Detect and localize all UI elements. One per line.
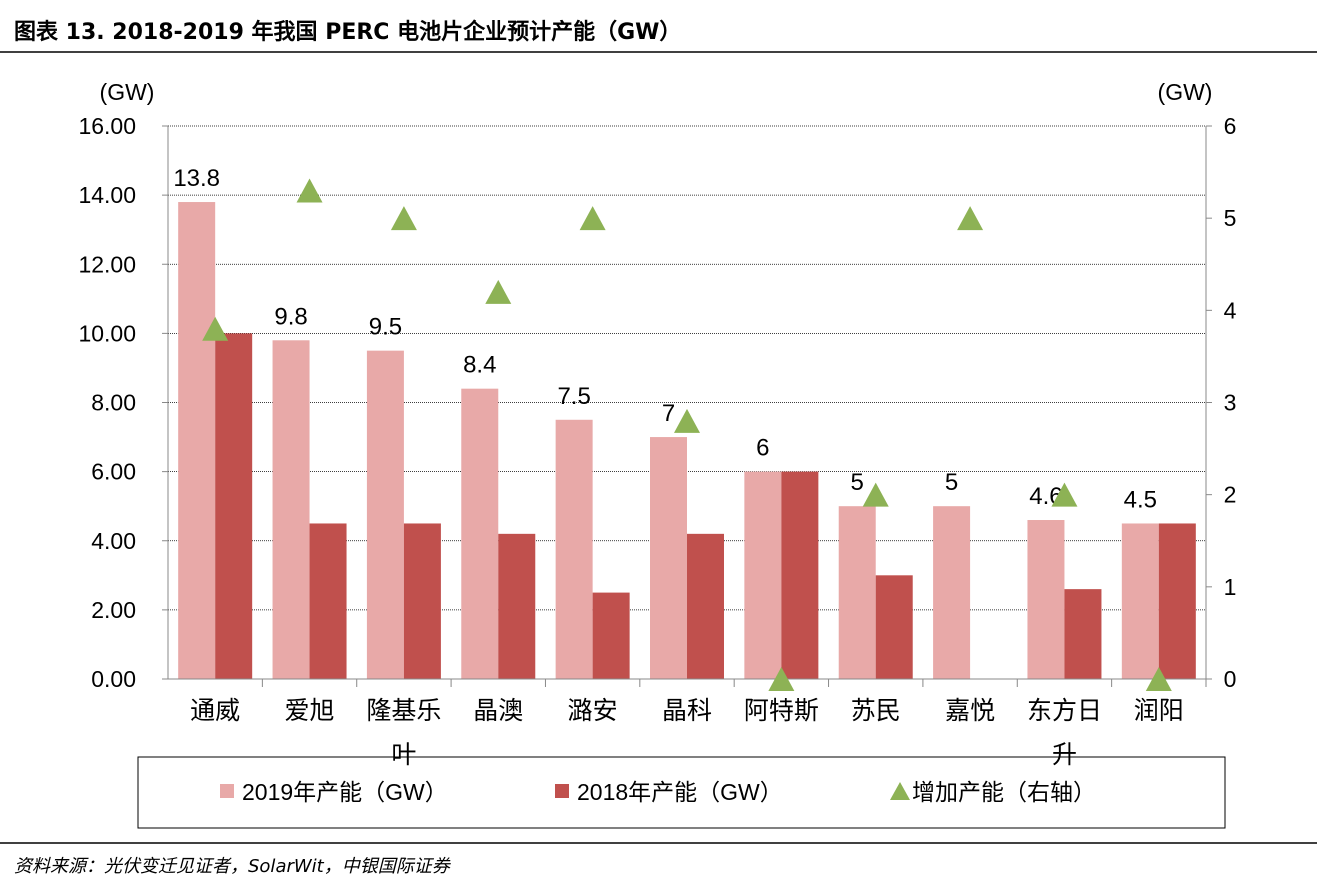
data-label-2019: 7.5 [557, 383, 590, 410]
bar-2019 [555, 419, 593, 679]
left-tick-label: 4.00 [91, 528, 136, 554]
bar-2019 [933, 506, 971, 679]
bar-2018 [215, 333, 253, 679]
right-tick-label: 3 [1224, 390, 1237, 416]
left-tick-label: 6.00 [91, 459, 136, 485]
increase-marker [862, 482, 889, 507]
bar-2019 [650, 437, 687, 679]
category-label: 嘉悦 [945, 697, 995, 725]
legend-box [137, 756, 1226, 829]
bar-2019 [1027, 520, 1065, 679]
category-label: 通威 [190, 697, 240, 725]
category-label: 潞安 [568, 697, 618, 725]
legend-swatch [555, 784, 569, 798]
bar-2018 [309, 523, 347, 679]
category-label: 晶澳 [473, 697, 523, 725]
right-axis-unit: (GW) [1158, 79, 1213, 105]
increase-marker [1145, 667, 1172, 691]
category-label: 升 [1052, 741, 1077, 769]
category-label: 润阳 [1134, 697, 1184, 725]
data-label-2019: 5 [851, 469, 864, 496]
left-axis-unit: (GW) [100, 79, 155, 105]
left-tick-label: 10.00 [78, 320, 136, 346]
data-label-2019: 13.8 [173, 165, 220, 192]
legend-swatch [890, 782, 910, 800]
bar-2019 [366, 350, 404, 679]
bar-2019 [461, 388, 499, 679]
increase-marker [768, 667, 795, 691]
left-tick-label: 12.00 [78, 251, 136, 277]
increase-marker [390, 206, 417, 231]
data-label-2019: 9.5 [369, 314, 402, 341]
legend-swatch [220, 784, 234, 798]
bar-2018 [403, 523, 441, 679]
category-label: 苏民 [851, 697, 901, 725]
category-label: 阿特斯 [744, 697, 819, 725]
right-tick-label: 0 [1224, 666, 1237, 692]
legend-label: 2019年产能（GW） [242, 779, 448, 805]
bar-2019 [178, 202, 216, 679]
right-tick-label: 5 [1224, 205, 1237, 231]
data-label-2019: 4.5 [1124, 486, 1157, 513]
increase-marker [674, 408, 700, 433]
category-label: 晶科 [662, 697, 712, 725]
left-tick-label: 14.00 [78, 182, 136, 208]
data-label-2019: 6 [756, 435, 769, 462]
left-tick-label: 16.00 [78, 113, 136, 139]
data-label-2019: 8.4 [463, 352, 496, 379]
data-label-2019: 5 [945, 469, 958, 496]
legend-label: 2018年产能（GW） [577, 779, 783, 805]
category-label: 东方日 [1027, 697, 1102, 725]
figure-title: 图表 13. 2018-2019 年我国 PERC 电池片企业预计产能（GW） [14, 20, 682, 45]
left-tick-label: 2.00 [91, 597, 136, 623]
bar-2019 [272, 340, 310, 679]
bar-2018 [592, 592, 630, 679]
category-label: 叶 [391, 741, 416, 769]
bar-2018 [1064, 589, 1102, 679]
data-label-2019: 7 [662, 400, 675, 427]
bar-2019 [744, 471, 782, 679]
increase-marker [296, 178, 323, 203]
left-tick-label: 0.00 [91, 666, 136, 692]
bar-2018 [875, 575, 913, 679]
bar-2018 [687, 533, 724, 679]
bar-2018 [498, 533, 536, 679]
data-label-2019: 9.8 [274, 303, 307, 330]
increase-marker [485, 279, 512, 304]
category-label: 爱旭 [285, 697, 335, 725]
bar-2018 [781, 471, 819, 679]
legend-label: 增加产能（右轴） [912, 779, 1096, 805]
right-tick-label: 4 [1224, 297, 1237, 323]
source-note: 资料来源：光伏变迁见证者，SolarWit，中银国际证券 [14, 856, 450, 877]
left-tick-label: 8.00 [91, 390, 136, 416]
increase-marker [202, 316, 229, 341]
category-label: 隆基乐 [366, 697, 441, 725]
bar-2018 [1158, 523, 1196, 679]
increase-marker [957, 206, 984, 231]
right-tick-label: 6 [1224, 113, 1237, 139]
increase-marker [1051, 482, 1078, 507]
bar-2019 [1121, 523, 1159, 679]
right-tick-label: 1 [1224, 574, 1237, 600]
right-tick-label: 2 [1224, 482, 1237, 508]
bar-2019 [838, 506, 876, 679]
increase-marker [579, 206, 606, 231]
